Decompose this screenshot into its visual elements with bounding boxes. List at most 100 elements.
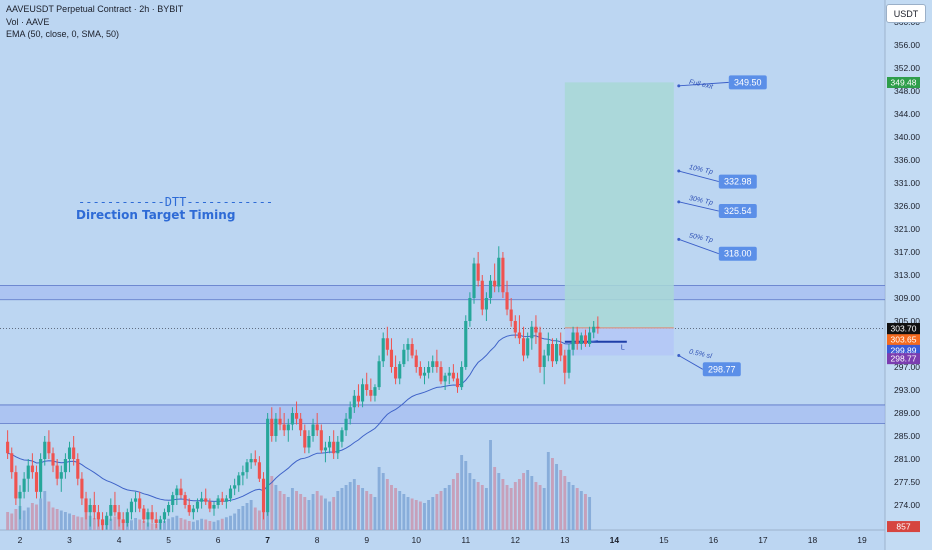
volume-bar [295,491,298,530]
currency-button[interactable]: USDT [886,4,926,23]
volume-bar [423,503,426,530]
candle [80,472,84,505]
candle [369,378,373,402]
price-tick-label: 352.00 [894,63,920,73]
candle-body [431,361,435,367]
symbol-title[interactable]: AAVEUSDT Perpetual Contract · 2h · BYBIT [6,4,184,14]
stop-marker: L [621,345,625,352]
target-label-box[interactable] [702,362,741,377]
candle [323,441,327,463]
target-label-box[interactable] [718,204,757,219]
price-badge[interactable]: 299.89 [887,344,920,356]
candle [204,488,208,505]
volume-bar [555,464,559,530]
volume-bar [357,485,360,530]
target-price-label: 325.54 [724,206,752,216]
candle-body [592,326,596,333]
target-5[interactable]: 0.5% sl 298.77 [677,349,741,377]
candle-body [550,344,555,362]
target-zone[interactable] [564,82,674,328]
ema-50-line [7,334,598,502]
candle [10,447,14,479]
price-badge-label: 857 [896,522,910,532]
candle-body [484,298,488,310]
volume-bar [489,440,492,530]
volume-bar [253,507,257,530]
volume-bar [179,518,183,530]
candle-body [588,332,592,344]
volume-bar [315,491,319,530]
candle-body [583,335,588,344]
ema-line [7,334,598,502]
candle-body [307,436,311,448]
candle-body [596,326,600,329]
volume-bar [443,488,447,530]
volume-bar [509,488,513,530]
target-3[interactable]: 30% Tp 325.54 [677,195,757,219]
volume-bar [43,491,47,530]
candle-body [579,335,583,344]
ema-legend[interactable]: EMA (50, close, 0, SMA, 50) [6,29,120,39]
candle [422,367,427,385]
volume-bar [307,500,311,530]
candle-body [389,349,394,367]
candle-body [59,472,63,479]
candle-body [365,384,369,390]
volume-bar [542,488,546,530]
long-position-tool[interactable]: L [564,82,674,356]
candle-body [274,418,278,436]
time-tick-label: 4 [117,535,122,545]
volume-bar [431,497,435,530]
zone-box [0,404,885,424]
price-badge[interactable]: 857 [887,521,920,533]
candle [171,491,175,513]
volume-bar [390,485,393,530]
volume-bar [550,458,554,530]
price-badge[interactable]: 349.48 [887,76,920,88]
price-badge[interactable]: 303.65 [887,334,920,346]
price-badge[interactable]: 298.77 [887,353,920,365]
candle-body [439,367,443,382]
candle-body [261,478,266,513]
candle [179,478,183,499]
volume-bar [216,520,220,530]
time-tick-label: 11 [461,535,470,545]
target-2[interactable]: 10% Tp 332.98 [677,164,757,189]
candle [187,498,191,516]
target-label-box[interactable] [728,75,767,90]
candle [352,390,356,413]
time-tick-label: 6 [216,535,221,545]
volume-bar [76,516,80,530]
dtt-title-text: Direction Target Timing [76,208,236,222]
target-label-box[interactable] [718,174,757,189]
price-badge-box [887,353,920,365]
volume-bar [142,521,146,530]
target-name: 0.5% sl [688,349,712,361]
time-tick-label: 10 [412,535,422,545]
volume-bar [249,500,253,530]
candle [92,491,96,520]
candle-body [55,465,59,479]
price-badge-label: 299.89 [891,345,917,355]
candle-body [435,361,439,367]
volume-bar [418,501,422,530]
candle [290,407,294,431]
candle [162,508,167,523]
candle [88,498,92,527]
time-axis[interactable]: 2 3 4 5 6 7 8 9 10 11 12 13 14 15 16 17 18 19 [18,535,867,545]
target-4[interactable]: 50% Tp 318.00 [677,232,757,261]
candle-body [171,495,175,505]
target-connector [678,81,729,87]
candle [559,332,563,362]
price-tick-label: 293.00 [894,385,920,395]
volume-legend[interactable]: Vol · AAVE [6,17,50,27]
candle-body [509,309,513,321]
candle-body [241,472,245,476]
target-label-box[interactable] [718,246,757,261]
candle [191,505,195,520]
candle [472,257,476,304]
target-connector [678,170,719,183]
